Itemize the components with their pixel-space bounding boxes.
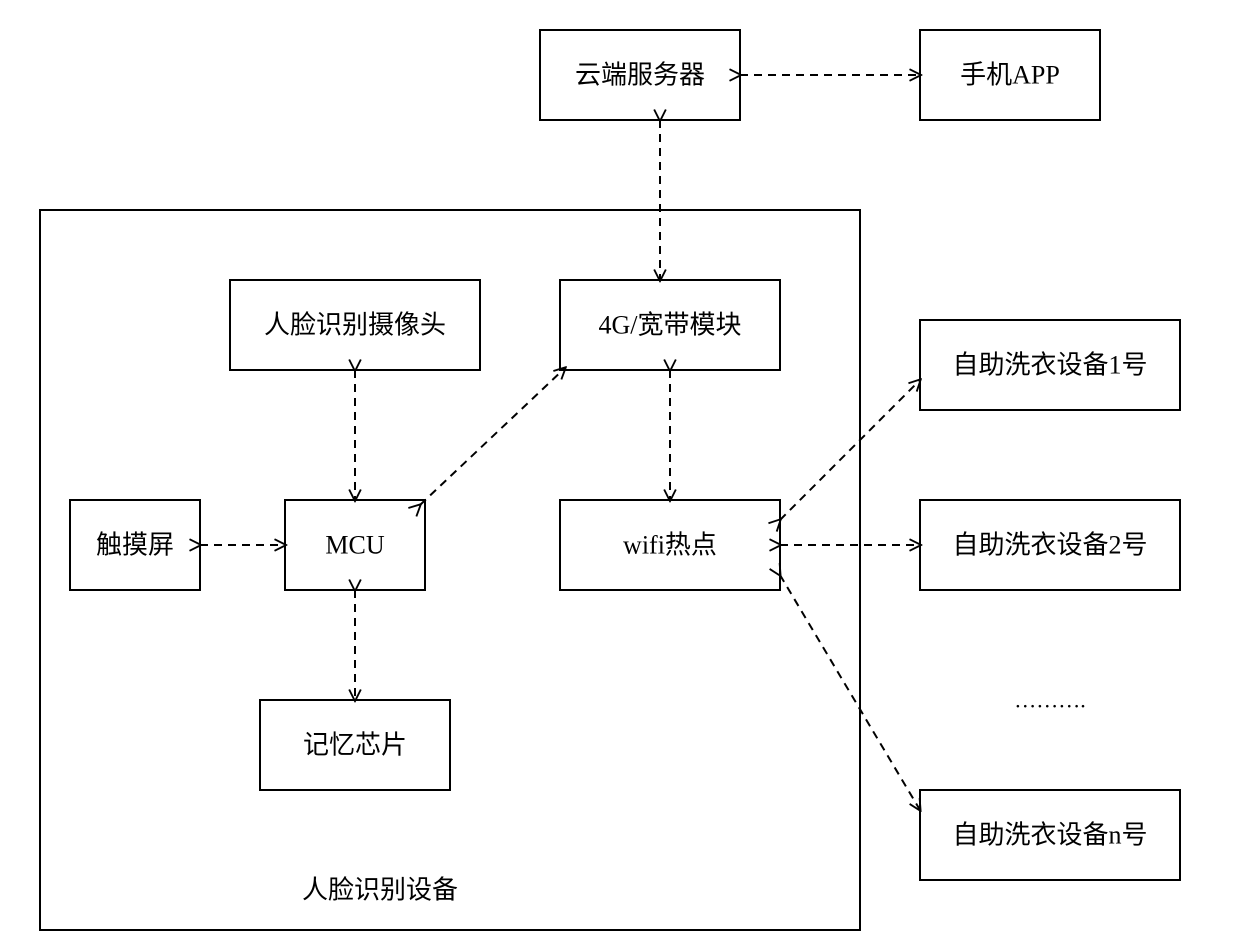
- node-mcu: MCU: [285, 500, 425, 590]
- node-cloud: 云端服务器: [540, 30, 740, 120]
- ellipsis-text: ……….: [1014, 688, 1086, 713]
- edge-wifi-wash1: [780, 380, 920, 520]
- edge-wifi-washn: [780, 575, 920, 810]
- node-wifi: wifi热点: [560, 500, 780, 590]
- node-label-touch: 触摸屏: [96, 531, 174, 560]
- node-label-wash2: 自助洗衣设备2号: [952, 531, 1147, 560]
- node-app: 手机APP: [920, 30, 1100, 120]
- node-label-app: 手机APP: [960, 61, 1060, 90]
- node-label-mem: 记忆芯片: [303, 731, 407, 760]
- node-wash2: 自助洗衣设备2号: [920, 500, 1180, 590]
- node-washn: 自助洗衣设备n号: [920, 790, 1180, 880]
- node-label-net4g: 4G/宽带模块: [598, 311, 741, 340]
- node-touch: 触摸屏: [70, 500, 200, 590]
- node-label-wifi: wifi热点: [623, 531, 717, 560]
- node-wash1: 自助洗衣设备1号: [920, 320, 1180, 410]
- node-label-cloud: 云端服务器: [575, 61, 705, 90]
- container-label: 人脸识别设备: [302, 876, 458, 905]
- node-net4g: 4G/宽带模块: [560, 280, 780, 370]
- node-mem: 记忆芯片: [260, 700, 450, 790]
- node-label-washn: 自助洗衣设备n号: [952, 821, 1147, 850]
- node-label-wash1: 自助洗衣设备1号: [952, 351, 1147, 380]
- node-label-mcu: MCU: [325, 531, 384, 560]
- edge-mcu-net4g: [420, 368, 565, 505]
- node-label-camera: 人脸识别摄像头: [264, 311, 446, 340]
- node-camera: 人脸识别摄像头: [230, 280, 480, 370]
